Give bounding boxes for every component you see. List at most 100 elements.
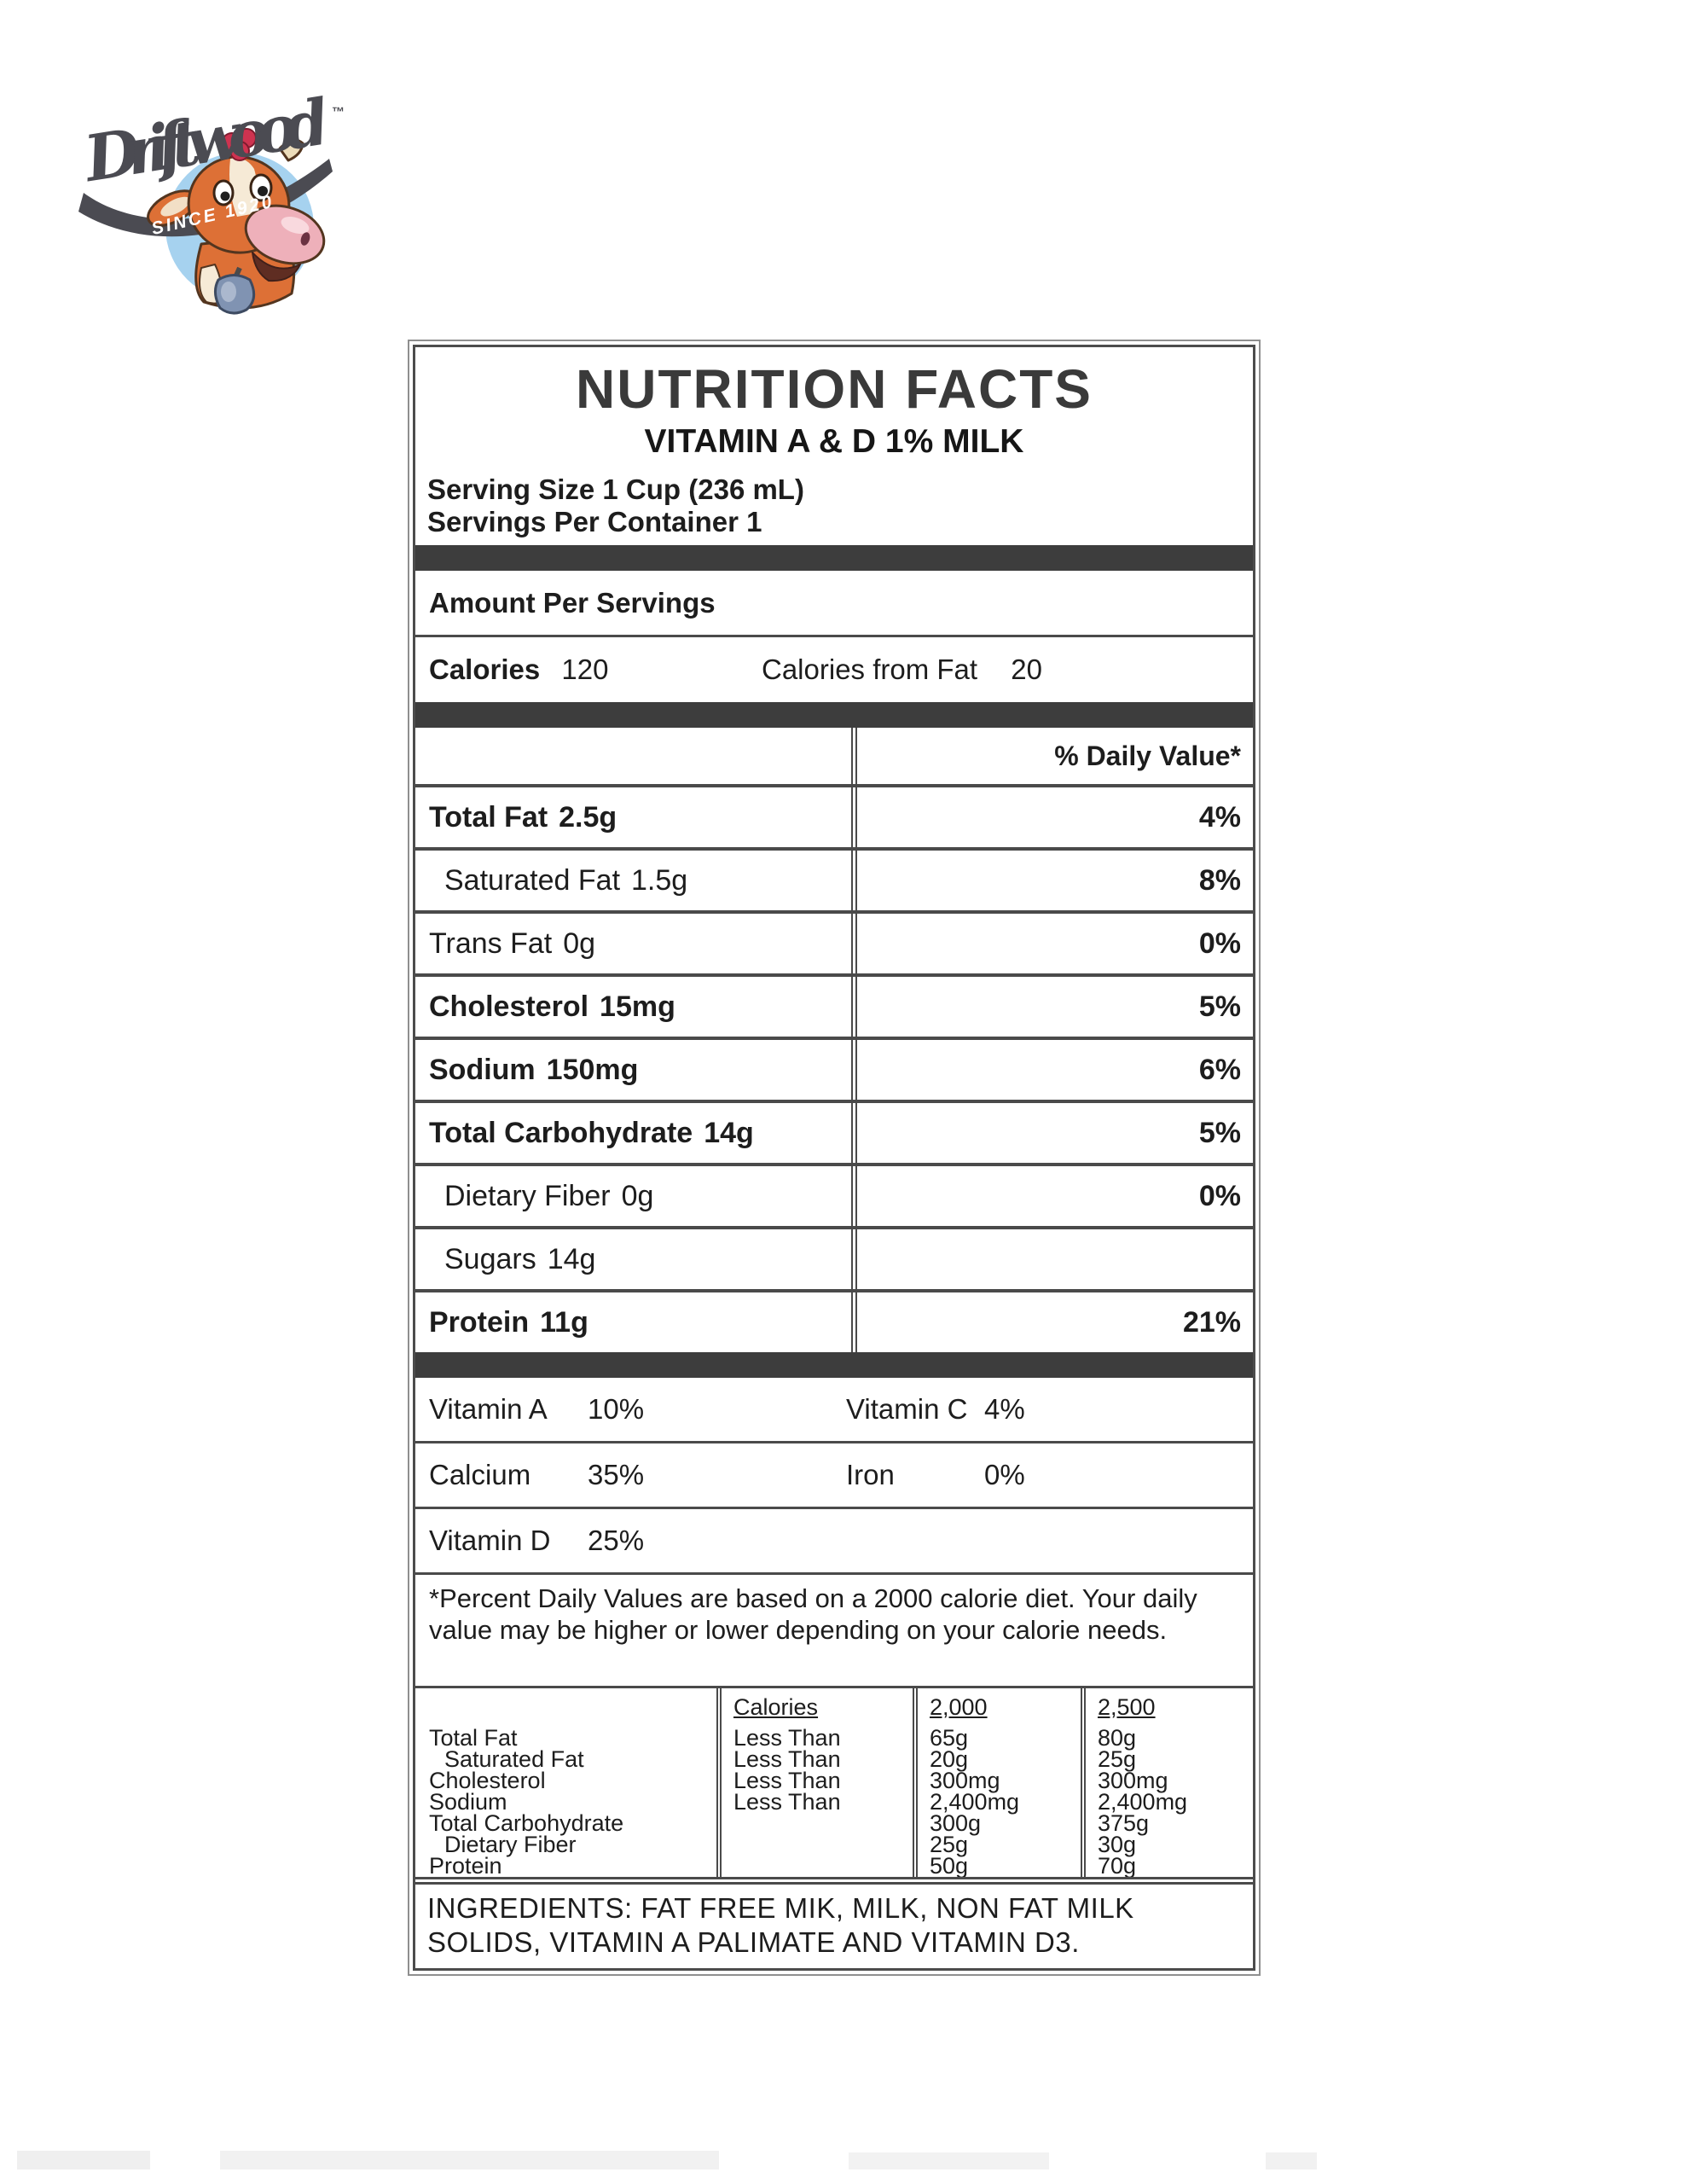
label-title: NUTRITION FACTS: [576, 358, 1093, 420]
ingredients-statement: INGREDIENTS: FAT FREE MIK, MILK, NON FAT…: [415, 1877, 1253, 1968]
calories-value: 120: [561, 653, 609, 685]
nutrient-amount: 14g: [704, 1116, 754, 1149]
vitamin-value: 10%: [588, 1393, 645, 1425]
nutrient-name: Trans Fat: [429, 926, 553, 960]
daily-value-header-row: % Daily Value*: [415, 728, 1253, 787]
nutrient-row-total-fat: Total Fat 2.5g 4%: [415, 787, 1253, 847]
nutrient-row-protein: Protein 11g 21%: [415, 1289, 1253, 1352]
dv-table-2000-column: 2,000 65g 20g 300mg 2,400mg 300g 25g 50g: [913, 1688, 1081, 1879]
dv-column-header: 2,500: [1098, 1694, 1156, 1720]
dv-cell: Less Than: [733, 1768, 841, 1793]
dv-cell: Saturated Fat: [444, 1746, 584, 1772]
dv-cell: Less Than: [733, 1746, 841, 1772]
nutrient-amount: 1.5g: [631, 863, 688, 897]
dv-table-2500-column: 2,500 80g 25g 300mg 2,400mg 375g 30g 70g: [1081, 1688, 1253, 1878]
logo-trademark: ™: [332, 105, 345, 119]
vitamin-value: 4%: [984, 1393, 1025, 1425]
dv-cell: 30g: [1098, 1832, 1137, 1857]
nutrient-row-dietary-fiber: Dietary Fiber 0g 0%: [415, 1163, 1253, 1226]
daily-value-header-spacer: [415, 728, 851, 784]
calories-from-fat-group: Calories from Fat 20: [762, 653, 1042, 686]
nutrient-amount: 2.5g: [559, 800, 617, 834]
amount-per-serving-row: Amount Per Servings: [415, 571, 1253, 637]
nutrient-name: Saturated Fat: [444, 863, 621, 897]
nutrition-facts-label: NUTRITION FACTS VITAMIN A & D 1% MILK Se…: [408, 340, 1261, 1976]
nutrient-name: Total Fat: [429, 800, 548, 834]
dv-cell: 2,400mg: [930, 1789, 1020, 1815]
calories-from-fat-label: Calories from Fat: [762, 653, 978, 685]
dv-table-calories-column: Calories Less Than Less Than Less Than L…: [716, 1688, 913, 1877]
nutrient-daily-value: 21%: [1182, 1305, 1241, 1339]
dv-cell: 25g: [1098, 1746, 1137, 1772]
dv-cell: 50g: [930, 1853, 969, 1879]
calories-group: Calories 120: [429, 653, 762, 686]
nutrient-daily-value: 5%: [1198, 990, 1241, 1023]
dv-table-nutrient-column: Total Fat Saturated Fat Cholesterol Sodi…: [415, 1688, 716, 1879]
nutrient-amount: 0g: [621, 1179, 654, 1212]
vitamin-value: 0%: [984, 1459, 1025, 1490]
nutrient-daily-value: 4%: [1198, 800, 1241, 834]
dv-cell: [733, 1856, 913, 1877]
logo-swoosh: [78, 159, 333, 237]
nutrient-name: Sodium: [429, 1053, 536, 1086]
scan-artifact: [849, 2152, 1049, 2169]
dv-cell: [733, 1813, 913, 1834]
driftwood-logo: SINCE 1920 Driftwood ™: [72, 63, 353, 328]
nutrient-row-cholesterol: Cholesterol 15mg 5%: [415, 973, 1253, 1037]
serving-size: Serving Size 1 Cup (236 mL): [427, 473, 804, 505]
dv-cell: 2,400mg: [1098, 1789, 1188, 1815]
dv-cell: 300mg: [1098, 1768, 1168, 1793]
daily-value-header-cell: % Daily Value*: [851, 728, 1253, 784]
servings-per-container: Servings Per Container 1: [427, 506, 762, 537]
dv-cell: Dietary Fiber: [444, 1832, 577, 1857]
scan-artifact: [17, 2151, 150, 2169]
nutrient-row-saturated-fat: Saturated Fat 1.5g 8%: [415, 847, 1253, 910]
calories-row: Calories 120 Calories from Fat 20: [415, 637, 1253, 702]
nutrient-amount: 0g: [563, 926, 596, 960]
amount-per-serving-label: Amount Per Servings: [429, 586, 716, 619]
dv-cell: Total Fat: [429, 1725, 518, 1751]
nutrient-row-total-carbohydrate: Total Carbohydrate 14g 5%: [415, 1100, 1253, 1163]
dv-cell: Cholesterol: [429, 1768, 546, 1793]
dv-cell: Sodium: [429, 1789, 507, 1815]
cow-mascot-icon: [147, 128, 326, 315]
dv-cell: 300g: [930, 1810, 982, 1836]
daily-value-header-label: % Daily Value*: [1054, 740, 1241, 771]
nutrient-amount: 11g: [540, 1305, 588, 1339]
dv-cell: [429, 1695, 716, 1721]
nutrient-name: Dietary Fiber: [444, 1179, 611, 1212]
dv-cell: Less Than: [733, 1789, 841, 1815]
nutrient-daily-value: 8%: [1198, 863, 1241, 897]
dv-column-header: 2,000: [930, 1694, 988, 1720]
driftwood-logo-art: SINCE 1920 Driftwood ™: [78, 85, 345, 315]
vitamin-value: 35%: [588, 1459, 645, 1490]
dv-cell: 25g: [930, 1832, 969, 1857]
vitamin-row-calcium-iron: Calcium 35% Iron 0%: [415, 1441, 1253, 1507]
dv-cell: 300mg: [930, 1768, 1000, 1793]
scan-artifact: [1266, 2152, 1317, 2169]
nutrient-row-trans-fat: Trans Fat 0g 0%: [415, 910, 1253, 973]
dv-cell: 375g: [1098, 1810, 1150, 1836]
nutrient-daily-value: 5%: [1198, 1116, 1241, 1149]
dv-cell: [733, 1834, 913, 1856]
dv-cell: 65g: [930, 1725, 969, 1751]
nutrient-name: Total Carbohydrate: [429, 1116, 693, 1149]
thick-separator-bar: [415, 702, 1253, 728]
nutrient-amount: 150mg: [546, 1053, 639, 1086]
dv-cell: Total Carbohydrate: [429, 1810, 624, 1836]
nutrient-daily-value: 0%: [1198, 926, 1241, 960]
vitamin-value: 25%: [588, 1525, 645, 1556]
dv-cell: 20g: [930, 1746, 969, 1772]
calories-from-fat-value: 20: [1011, 653, 1042, 685]
vitamin-name: Vitamin A: [429, 1393, 548, 1425]
nutrient-amount: 15mg: [600, 990, 675, 1023]
dv-cell: 80g: [1098, 1725, 1137, 1751]
nutrient-name: Sugars: [444, 1242, 536, 1275]
nutrient-name: Cholesterol: [429, 990, 589, 1023]
calories-label: Calories: [429, 653, 541, 685]
nutrient-daily-value: 6%: [1198, 1053, 1241, 1086]
nutrient-daily-value: 0%: [1198, 1179, 1241, 1212]
vitamin-row-d: Vitamin D 25%: [415, 1507, 1253, 1572]
vitamin-name: Vitamin D: [429, 1525, 551, 1556]
dv-cell: Protein: [429, 1853, 502, 1879]
